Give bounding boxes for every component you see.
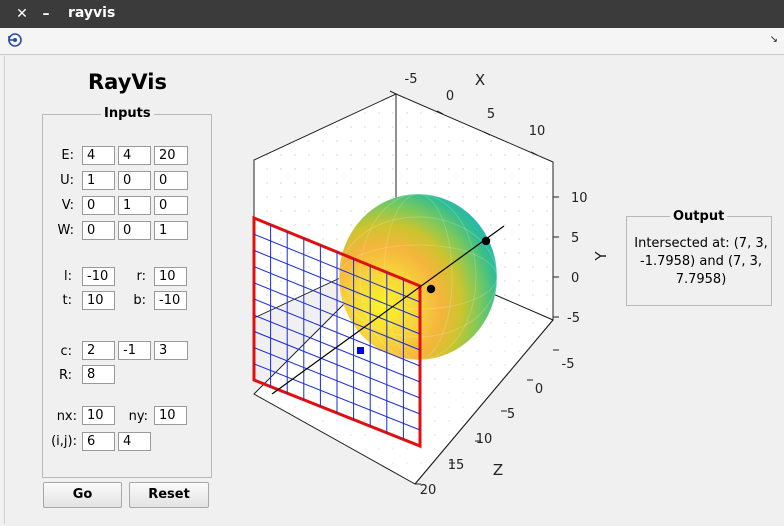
go-button[interactable]: Go — [43, 482, 122, 508]
x-axis-ticks: -5 0 5 10 — [389, 72, 546, 156]
e-label: E: — [61, 148, 74, 163]
e-x-input[interactable] — [82, 146, 115, 165]
output-panel-title: Output — [670, 209, 728, 224]
w-x-input[interactable] — [82, 221, 115, 240]
reset-button[interactable]: Reset — [129, 482, 209, 508]
y-tick: -5 — [567, 311, 580, 326]
minimize-button[interactable]: – — [42, 6, 50, 22]
image-plane-border — [252, 215, 422, 449]
w-z-input[interactable] — [154, 221, 188, 240]
dock-arrow-icon[interactable]: ↘ — [769, 34, 778, 45]
u-label: U: — [60, 173, 74, 188]
nx-label: nx: — [56, 409, 77, 424]
c-z-input[interactable] — [154, 341, 188, 360]
output-text: Intersected at: (7, 3, -1.7958) and (7, … — [634, 236, 768, 287]
i-input[interactable] — [82, 432, 115, 451]
r-input[interactable] — [154, 267, 187, 286]
t-label: t: — [62, 293, 72, 308]
l-input[interactable] — [82, 267, 115, 286]
image-plane — [252, 215, 422, 449]
restore-view-icon[interactable] — [7, 32, 23, 48]
ray — [271, 225, 505, 395]
e-y-input[interactable] — [118, 146, 151, 165]
hit-point-far — [481, 236, 491, 246]
l-label: l: — [64, 269, 72, 284]
y-tick: 10 — [571, 191, 588, 206]
z-tick: 15 — [448, 458, 465, 473]
w-label: W: — [57, 223, 74, 238]
figure-toolbar: ↘ — [0, 28, 784, 55]
nx-input[interactable] — [82, 406, 115, 425]
y-tick: 5 — [571, 231, 579, 246]
pixel-marker — [357, 347, 364, 354]
y-axis-ticks: 10 5 0 -5 — [553, 191, 588, 326]
ny-label: ny: — [128, 409, 148, 424]
output-panel — [626, 216, 772, 306]
w-y-input[interactable] — [118, 221, 151, 240]
inputs-panel-title: Inputs — [101, 106, 154, 121]
z-tick: 10 — [476, 432, 493, 447]
c-y-input[interactable] — [118, 341, 151, 360]
e-z-input[interactable] — [154, 146, 188, 165]
c-x-input[interactable] — [82, 341, 115, 360]
j-input[interactable] — [118, 432, 151, 451]
radius-input[interactable] — [82, 365, 115, 384]
ij-label: (i,j): — [51, 434, 77, 449]
radius-label: R: — [58, 368, 72, 383]
z-axis-label: Z — [493, 461, 503, 479]
x-tick: 0 — [446, 89, 454, 104]
x-tick: 10 — [529, 124, 546, 139]
b-input[interactable] — [154, 291, 187, 310]
x-tick: 5 — [487, 107, 495, 122]
v-y-input[interactable] — [118, 196, 151, 215]
u-x-input[interactable] — [82, 171, 115, 190]
v-z-input[interactable] — [154, 196, 188, 215]
ray-line — [271, 225, 505, 395]
z-axis-ticks: -5 0 5 10 15 20 — [415, 349, 575, 498]
z-tick: 0 — [535, 382, 543, 397]
close-button[interactable]: ✕ — [16, 6, 28, 22]
y-tick: 0 — [571, 271, 579, 286]
hit-point-near — [426, 284, 436, 294]
window-title: rayvis — [68, 5, 116, 21]
v-label: V: — [61, 198, 74, 213]
c-label: c: — [60, 344, 72, 359]
title-bar: ✕ – rayvis — [0, 0, 784, 28]
b-label: b: — [133, 293, 146, 308]
z-tick: 5 — [507, 407, 515, 422]
app-title: RayVis — [88, 70, 167, 94]
sphere-surface — [338, 193, 498, 361]
u-z-input[interactable] — [154, 171, 188, 190]
image-plane-grid — [253, 224, 421, 440]
y-axis-label: Y — [592, 251, 610, 262]
x-tick: -5 — [405, 72, 418, 87]
t-input[interactable] — [82, 291, 115, 310]
x-axis-label: X — [475, 71, 485, 89]
z-tick: 20 — [420, 483, 437, 498]
v-x-input[interactable] — [82, 196, 115, 215]
r-label: r: — [136, 269, 147, 284]
z-tick: -5 — [562, 357, 575, 372]
ny-input[interactable] — [154, 406, 187, 425]
u-y-input[interactable] — [118, 171, 151, 190]
